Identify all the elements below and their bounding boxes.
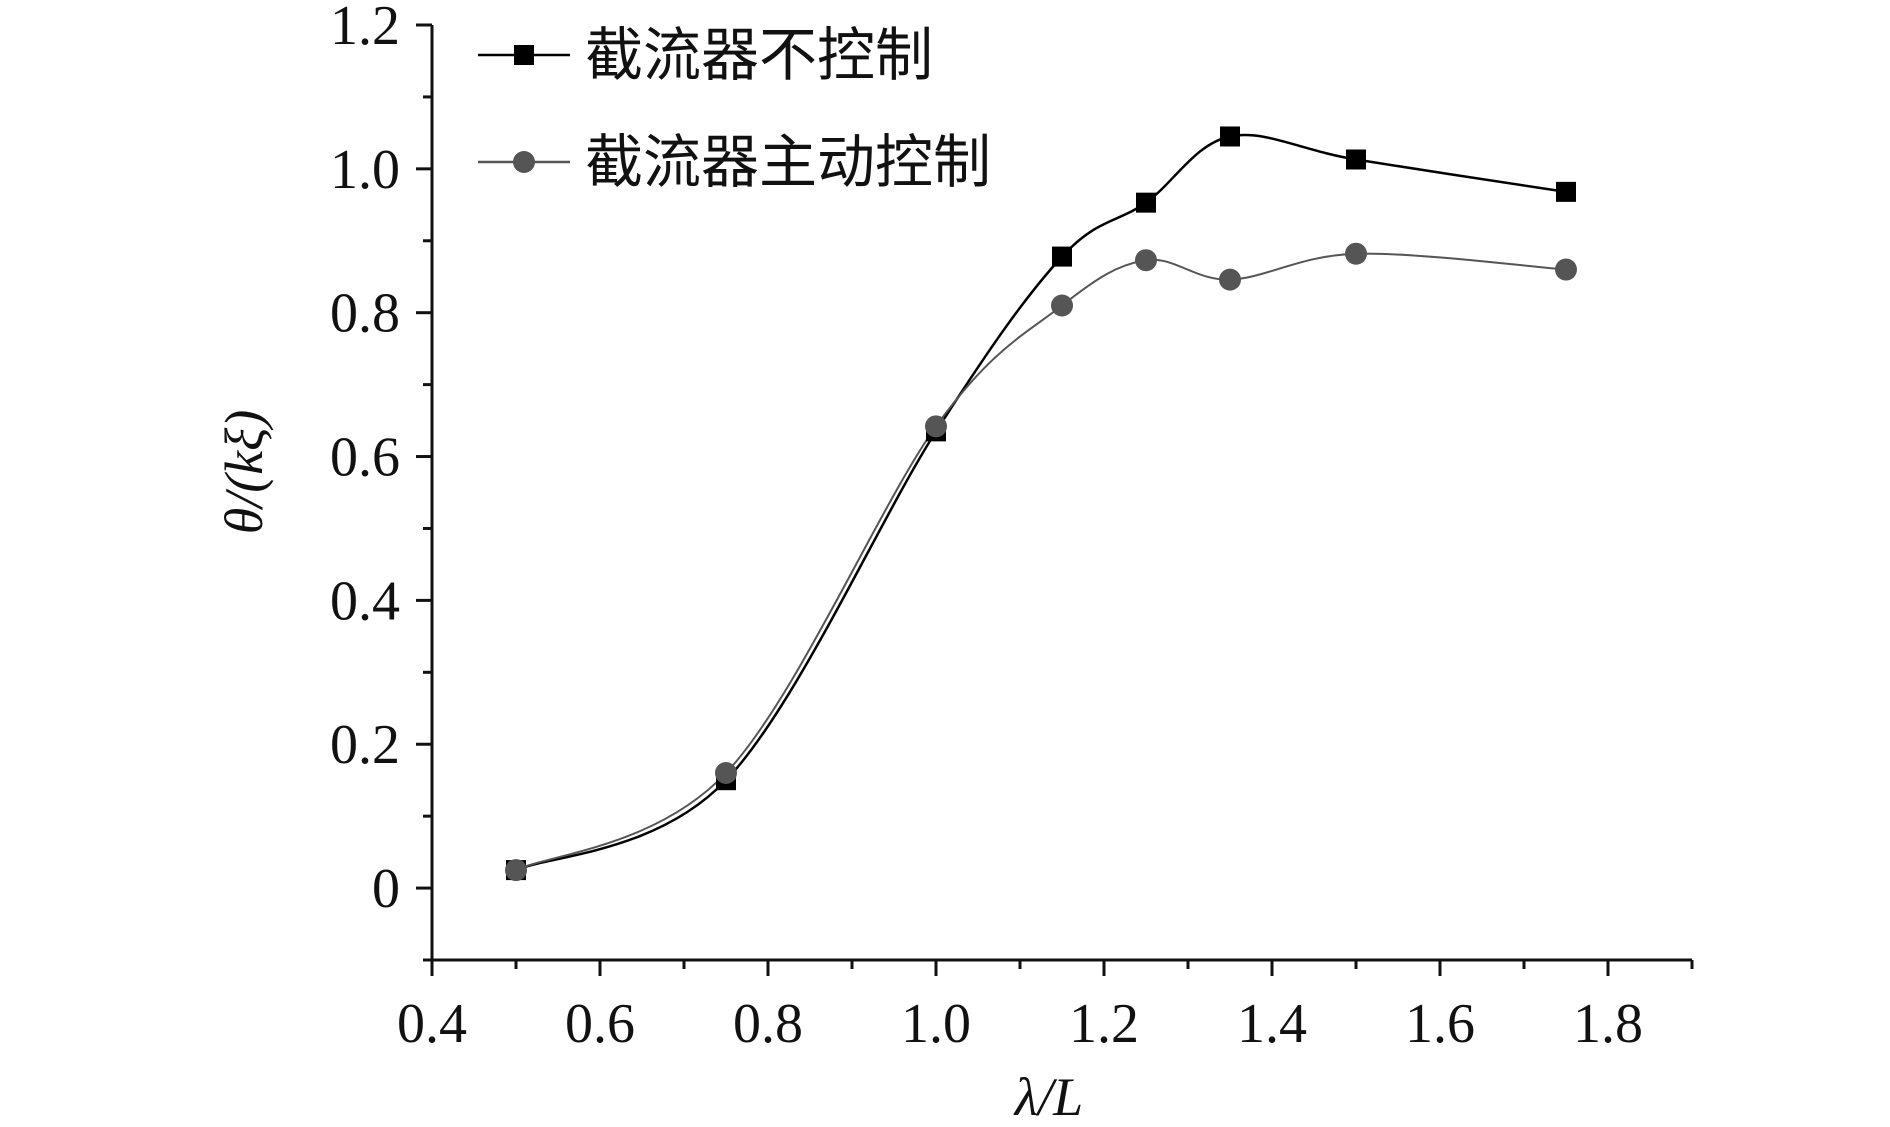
x-tick-label: 1.0 — [901, 993, 971, 1055]
square-point — [1136, 192, 1156, 213]
y-tick-label: 1.0 — [330, 139, 400, 201]
circle-point — [925, 415, 947, 438]
circle-point — [1135, 249, 1157, 272]
y-axis-label: θ/(kξ) — [214, 410, 274, 535]
x-tick-label: 0.6 — [565, 993, 635, 1055]
x-tick-label: 1.4 — [1237, 993, 1307, 1055]
square-point — [1220, 126, 1240, 147]
square-point — [1052, 246, 1072, 267]
axes: 0.4 0.6 0.8 1.0 1.2 1.4 1.6 1.8 0 0.2 0.4 0.6 0.8 1.0… — [330, 0, 1694, 1055]
x-tick-label: 1.8 — [1573, 993, 1643, 1055]
x-axis-label: λ/L — [1013, 1067, 1083, 1127]
circle-point — [1051, 294, 1073, 317]
legend-label: 截流器主动控制 — [585, 128, 991, 196]
square-point — [1556, 181, 1576, 202]
circle-point — [1345, 242, 1367, 265]
circle-point — [1219, 268, 1241, 291]
y-tick-label: 1.2 — [330, 0, 400, 57]
y-tick-label: 0.6 — [330, 427, 400, 489]
series-line-1 — [515, 133, 1567, 872]
x-tick-label: 1.2 — [1069, 993, 1139, 1055]
y-tick-label: 0.4 — [330, 570, 400, 632]
curves — [515, 133, 1567, 872]
y-tick-label: 0 — [372, 858, 400, 920]
legend-circle-marker — [513, 151, 535, 173]
circle-point — [505, 859, 527, 882]
x-tick-label: 0.8 — [733, 993, 803, 1055]
legend-label: 截流器不控制 — [585, 21, 933, 89]
x-tick-label: 0.4 — [397, 993, 467, 1055]
x-tick-label: 1.6 — [1405, 993, 1475, 1055]
legend-square-marker — [514, 45, 534, 65]
y-tick-label: 0.8 — [330, 283, 400, 345]
square-point — [1346, 149, 1366, 170]
series-line-2 — [515, 252, 1567, 872]
markers — [505, 126, 1577, 882]
y-tick-label: 0.2 — [330, 714, 400, 776]
circle-point — [715, 762, 737, 784]
circle-point — [1555, 258, 1577, 281]
